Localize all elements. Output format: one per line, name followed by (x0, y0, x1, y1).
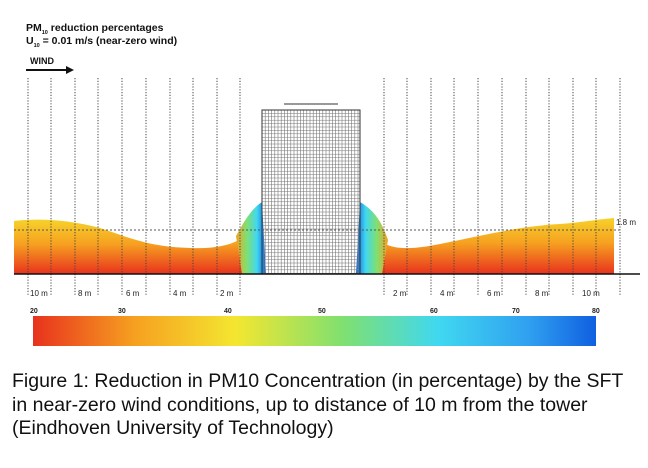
scale-label: 60 (430, 308, 438, 315)
scale-label: 20 (30, 308, 38, 315)
color-scale-bar (33, 316, 596, 346)
scale-label: 30 (118, 308, 126, 315)
wind-label: WIND (30, 56, 54, 66)
distance-labels: 10 m 8 m 6 m 4 m 2 m 2 m 4 m 6 m 8 m 10 m (30, 289, 600, 298)
distance-label: 2 m (393, 289, 407, 298)
tower-mesh (261, 109, 361, 275)
scale-label: 70 (512, 308, 520, 315)
concentration-field-left (14, 219, 246, 274)
distance-label: 6 m (126, 289, 140, 298)
distance-label: 10 m (582, 289, 600, 298)
wind-arrow (26, 66, 74, 74)
distance-label: 8 m (78, 289, 92, 298)
scale-label: 50 (318, 308, 326, 315)
figure-caption: Figure 1: Reduction in PM10 Concentratio… (12, 370, 623, 439)
scale-label: 80 (592, 308, 600, 315)
plume-right (356, 202, 388, 274)
distance-label: 4 m (173, 289, 187, 298)
color-scale-labels: 20 30 40 50 60 70 80 (30, 308, 600, 315)
concentration-field-right (378, 218, 614, 274)
diagram-title: PM10 reduction percentages (26, 22, 164, 36)
distance-label: 2 m (220, 289, 234, 298)
distance-label: 8 m (535, 289, 549, 298)
scale-label: 40 (224, 308, 232, 315)
height-label: 1.8 m (616, 218, 636, 227)
distance-label: 6 m (487, 289, 501, 298)
plume-left (236, 202, 266, 274)
pm10-reduction-diagram: PM10 reduction percentages U10 = 0.01 m/… (14, 22, 640, 346)
distance-label: 10 m (30, 289, 48, 298)
distance-label: 4 m (440, 289, 454, 298)
diagram-subtitle: U10 = 0.01 m/s (near-zero wind) (26, 35, 177, 49)
